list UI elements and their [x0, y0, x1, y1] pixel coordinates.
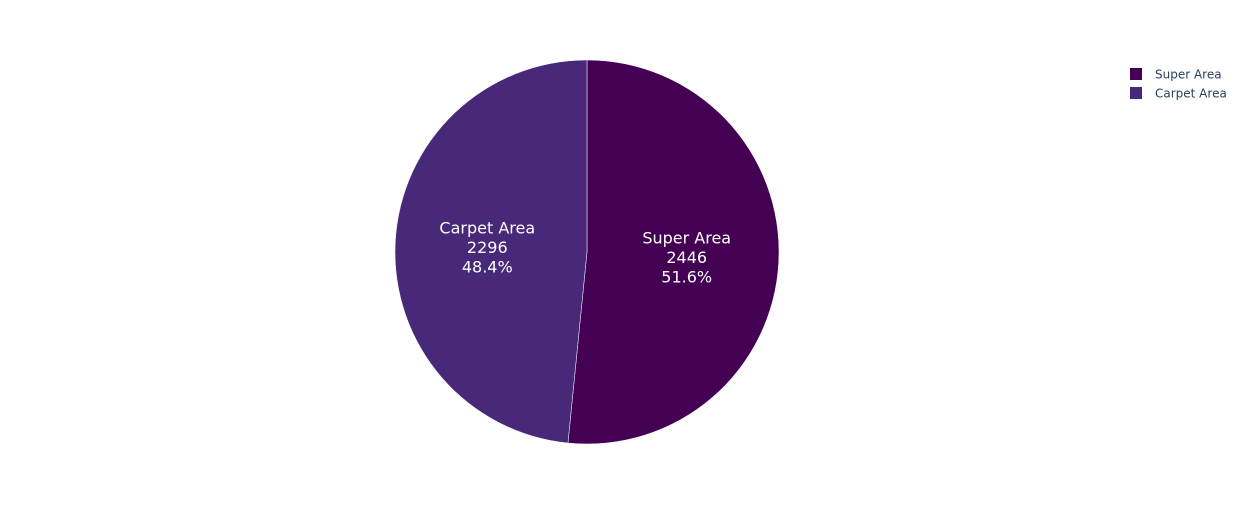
legend-label: Super Area: [1155, 68, 1222, 82]
legend-swatch: [1130, 87, 1142, 99]
legend-item-carpet-area[interactable]: Carpet Area: [1130, 87, 1227, 101]
legend-item-super-area[interactable]: Super Area: [1130, 68, 1222, 82]
slice-label-name: Super Area: [642, 228, 731, 247]
pie-slices: [394, 59, 780, 445]
pie-slice-carpet-area[interactable]: [394, 59, 588, 444]
legend-label: Carpet Area: [1155, 87, 1227, 101]
legend: Super Area Carpet Area: [1130, 68, 1227, 101]
legend-swatch: [1130, 68, 1142, 80]
pie-slice-super-area[interactable]: [567, 59, 780, 445]
slice-label-value: 2446: [666, 248, 707, 267]
slice-label-name: Carpet Area: [439, 219, 535, 238]
slice-label-percent: 51.6%: [661, 267, 712, 286]
slice-label-value: 2296: [467, 238, 508, 257]
slice-label-percent: 48.4%: [462, 258, 513, 277]
